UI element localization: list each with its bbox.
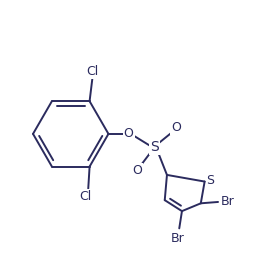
Text: S: S <box>150 140 159 154</box>
Text: Br: Br <box>221 196 235 208</box>
Text: Br: Br <box>171 232 184 245</box>
Text: Cl: Cl <box>86 65 99 78</box>
Text: S: S <box>206 174 214 187</box>
Text: Cl: Cl <box>79 190 92 203</box>
Text: O: O <box>171 121 181 134</box>
Text: O: O <box>132 164 142 177</box>
Text: O: O <box>124 127 134 140</box>
